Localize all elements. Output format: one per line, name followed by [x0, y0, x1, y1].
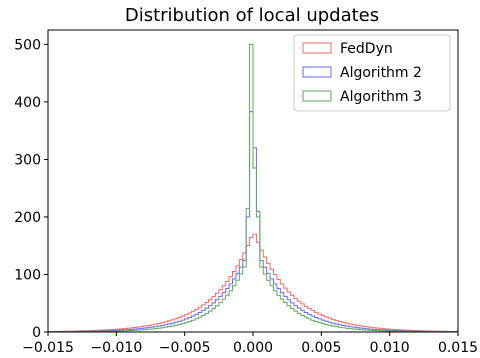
x-tick-label: −0.015: [22, 340, 74, 356]
legend-swatch: [302, 42, 332, 54]
legend: FedDyn Algorithm 2 Algorithm 3: [293, 34, 451, 112]
histogram-series-feddyn: [47, 233, 459, 333]
y-tick-label: 100: [14, 267, 41, 283]
y-tick-label: 200: [14, 210, 41, 226]
x-tick-label: 0.000: [233, 340, 273, 356]
legend-swatch: [302, 66, 332, 78]
x-tick-label: 0.005: [301, 340, 341, 356]
x-tick-label: −0.010: [90, 340, 142, 356]
histogram-series-algorithm-3: [47, 43, 459, 333]
legend-label: Algorithm 2: [340, 65, 422, 81]
x-axis: −0.015 −0.010 −0.005 0.000 0.005 0.010 0.015: [22, 332, 478, 356]
y-tick-label: 0: [32, 325, 41, 341]
y-tick-label: 400: [14, 95, 41, 111]
y-axis: 0 100 200 300 400 500: [14, 37, 48, 341]
legend-swatch: [302, 90, 332, 102]
x-tick-label: 0.015: [438, 340, 478, 356]
chart-title: Distribution of local updates: [125, 5, 379, 26]
y-tick-label: 300: [14, 152, 41, 168]
legend-label: FedDyn: [340, 41, 393, 57]
legend-label: Algorithm 3: [340, 89, 422, 105]
histogram-series-group: [47, 43, 459, 333]
x-tick-label: 0.010: [370, 340, 410, 356]
y-tick-label: 500: [14, 37, 41, 53]
legend-frame: [293, 34, 451, 112]
x-tick-label: −0.005: [159, 340, 211, 356]
